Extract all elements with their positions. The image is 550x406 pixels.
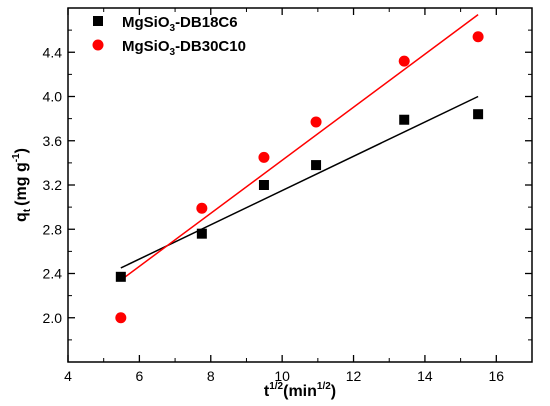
x-tick-label: 6 <box>135 368 143 384</box>
y-tick-label: 4.4 <box>43 44 63 60</box>
fit-line-series-2 <box>120 14 479 281</box>
legend-marker-circle <box>92 39 104 51</box>
point-series-1 <box>115 271 126 282</box>
y-tick-label: 2.0 <box>43 310 63 326</box>
x-tick-label: 12 <box>346 368 362 384</box>
point-series-2 <box>258 151 270 163</box>
x-tick-label: 8 <box>207 368 215 384</box>
point-series-1 <box>311 160 322 171</box>
legend-label-series-1: MgSiO3-DB18C6 <box>122 14 238 34</box>
y-tick-label: 4.0 <box>43 89 63 105</box>
plot-frame <box>67 7 533 363</box>
fit-line-series-1 <box>120 95 479 269</box>
point-series-1 <box>258 180 269 190</box>
legend-marker-square <box>93 16 103 26</box>
x-tick-label: 14 <box>417 368 433 384</box>
data-markers <box>115 31 484 324</box>
legend-label-series-2: MgSiO3-DB30C10 <box>122 38 246 58</box>
point-series-2 <box>115 312 127 324</box>
point-series-2 <box>472 31 484 43</box>
x-tick-label: 10 <box>274 368 290 384</box>
point-series-1 <box>196 228 207 239</box>
y-tick-label: 2.8 <box>43 221 63 237</box>
x-tick-label: 4 <box>64 368 72 384</box>
point-series-2 <box>310 116 322 128</box>
y-tick-label: 2.4 <box>43 266 63 282</box>
point-series-1 <box>473 109 484 120</box>
y-tick-label: 3.6 <box>43 133 63 149</box>
point-series-1 <box>399 114 410 125</box>
legend: MgSiO3-DB18C6 MgSiO3-DB30C10 <box>92 14 246 58</box>
y-axis-title: qt(mg g-1) <box>11 148 33 222</box>
x-axis-title: t1/2(min1/2) <box>264 381 336 400</box>
point-series-2 <box>196 202 208 214</box>
ticks: 4 6 8 10 12 14 16 2.0 2.4 2.8 3.2 3.6 4.0 4.4 <box>43 8 532 384</box>
x-tick-label: 16 <box>489 368 505 384</box>
point-series-2 <box>398 55 410 67</box>
fit-lines <box>120 14 479 281</box>
y-tick-label: 3.2 <box>43 177 63 193</box>
